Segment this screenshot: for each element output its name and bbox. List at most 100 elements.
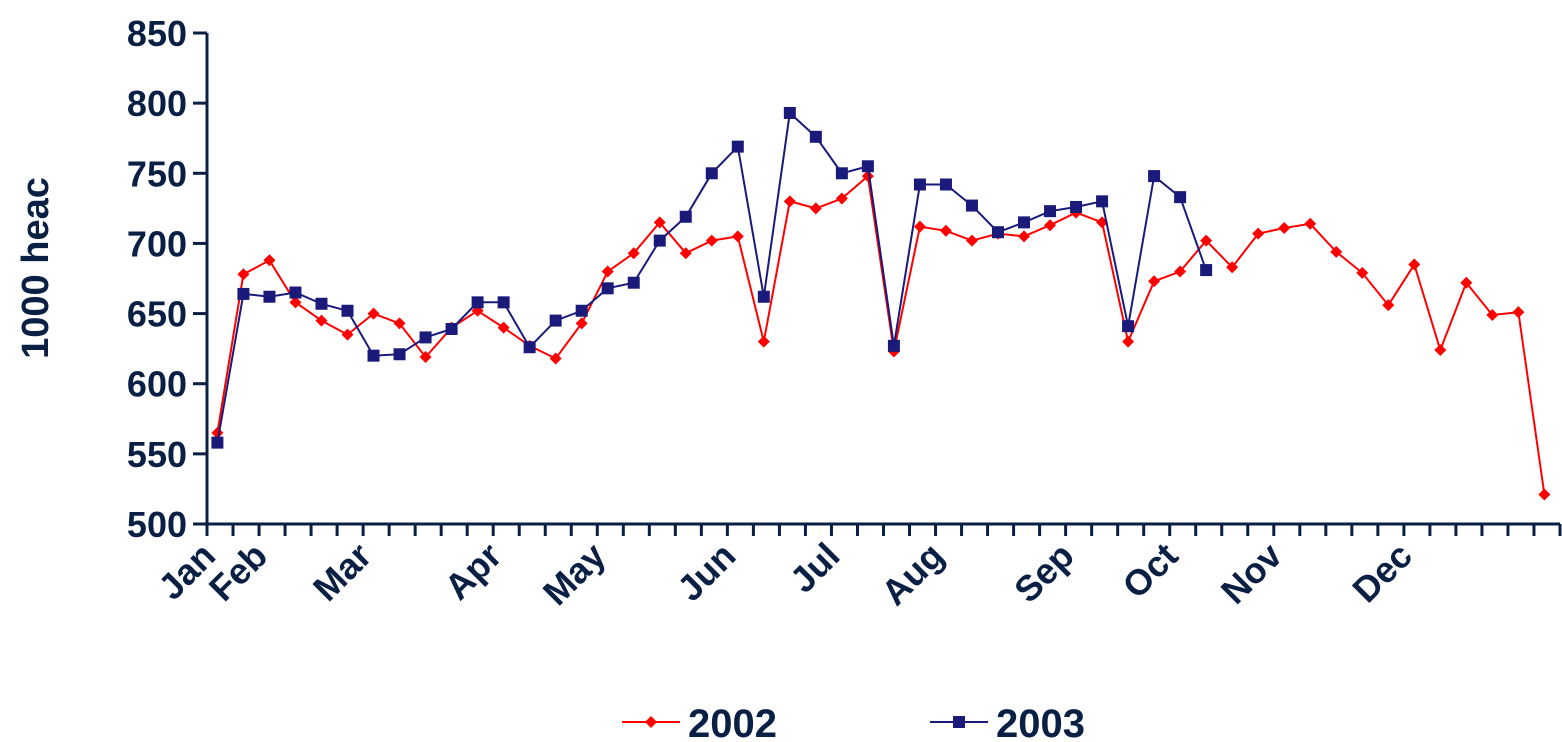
data-point-2003 (861, 160, 874, 173)
data-point-2002 (419, 351, 432, 364)
data-point-2003 (393, 348, 406, 361)
data-point-2002 (263, 254, 276, 267)
y-tick-label: 500 (127, 504, 187, 545)
data-point-2003 (939, 178, 952, 191)
data-point-2003 (991, 226, 1004, 239)
data-point-2003 (679, 210, 692, 223)
data-point-2003 (549, 314, 562, 327)
series-2002 (211, 170, 1551, 501)
data-point-2002 (1330, 245, 1343, 258)
data-point-2003 (601, 282, 614, 295)
data-point-2003 (497, 296, 510, 309)
data-point-2003 (705, 167, 718, 180)
data-point-2002 (549, 352, 562, 365)
data-point-2002 (1148, 275, 1161, 288)
data-point-2002 (1304, 217, 1317, 230)
legend-label: 2002 (688, 702, 777, 742)
data-point-2002 (1512, 306, 1525, 319)
x-tick-label: Sep (1006, 535, 1082, 611)
data-point-2003 (783, 106, 796, 119)
series-2003 (211, 106, 1213, 449)
x-tick-label: Jun (669, 535, 743, 609)
data-point-2003 (367, 349, 380, 362)
data-point-2002 (783, 195, 796, 208)
data-point-2002 (1356, 266, 1369, 279)
x-tick-label: Dec (1344, 535, 1420, 611)
data-point-2002 (705, 234, 718, 247)
data-point-2002 (367, 307, 380, 320)
data-point-2003 (757, 290, 770, 303)
data-point-2002 (341, 328, 354, 341)
data-point-2002 (1226, 261, 1239, 274)
data-point-2002 (809, 202, 822, 215)
data-point-2003 (263, 290, 276, 303)
legend-marker (645, 716, 657, 728)
series-layer (211, 106, 1551, 501)
data-point-2002 (575, 317, 588, 330)
data-point-2003 (1174, 191, 1187, 204)
data-point-2002 (1460, 276, 1473, 289)
legend-item-2002: 2002 (622, 702, 777, 742)
x-tick-label: Oct (1114, 535, 1185, 606)
data-point-2002 (861, 170, 874, 183)
legend: 2002 2003 (622, 702, 1085, 742)
data-point-2002 (1122, 335, 1135, 348)
data-point-2003 (315, 297, 328, 310)
y-tick-label: 750 (127, 153, 187, 194)
y-tick-label: 850 (127, 13, 187, 54)
series-line-2002 (216, 174, 1546, 495)
x-tick-label: Nov (1213, 535, 1290, 612)
x-tick-label: Mar (305, 535, 379, 609)
data-point-2002 (835, 192, 848, 205)
data-point-2002 (679, 247, 692, 260)
x-tick-label: Apr (436, 535, 509, 608)
legend-marker (953, 716, 965, 728)
data-point-2002 (1538, 488, 1551, 501)
data-point-2003 (1018, 216, 1031, 229)
data-point-2002 (1018, 230, 1031, 243)
data-point-2003 (341, 304, 354, 317)
data-point-2003 (211, 436, 224, 449)
data-point-2003 (1122, 320, 1135, 333)
x-tick-label: Aug (873, 535, 951, 613)
data-point-2002 (965, 234, 978, 247)
y-tick-label: 700 (127, 223, 187, 264)
data-point-2002 (731, 230, 744, 243)
y-axis-title: 1000 heac (15, 177, 57, 359)
data-point-2002 (757, 335, 770, 348)
data-point-2003 (1200, 264, 1213, 277)
data-point-2003 (653, 234, 666, 247)
series-line-2003 (216, 110, 1208, 443)
data-point-2003 (1096, 195, 1109, 208)
data-point-2003 (731, 140, 744, 153)
x-tick-label: May (535, 535, 614, 614)
data-point-2002 (289, 296, 302, 309)
y-axis: 500 550 600 650 700 750 800 850 (127, 13, 209, 545)
data-point-2002 (393, 317, 406, 330)
data-point-2003 (419, 331, 432, 344)
data-point-2002 (653, 216, 666, 229)
data-point-2003 (575, 304, 588, 317)
data-point-2003 (913, 178, 926, 191)
y-tick-label: 800 (127, 83, 187, 124)
legend-item-2003: 2003 (930, 702, 1085, 742)
data-point-2002 (913, 220, 926, 233)
data-point-2002 (601, 265, 614, 278)
data-point-2002 (1044, 219, 1057, 232)
data-point-2003 (887, 339, 900, 352)
data-point-2002 (497, 321, 510, 334)
data-point-2002 (939, 224, 952, 237)
data-point-2003 (965, 199, 978, 212)
data-point-2003 (1044, 205, 1057, 218)
data-point-2003 (1070, 200, 1083, 213)
data-point-2003 (471, 296, 484, 309)
legend-label: 2003 (996, 702, 1085, 742)
data-point-2002 (1278, 221, 1291, 234)
y-tick-label: 650 (127, 294, 187, 335)
data-point-2002 (237, 268, 250, 281)
data-point-2002 (1408, 258, 1421, 271)
data-point-2002 (1382, 299, 1395, 312)
data-point-2002 (315, 314, 328, 327)
